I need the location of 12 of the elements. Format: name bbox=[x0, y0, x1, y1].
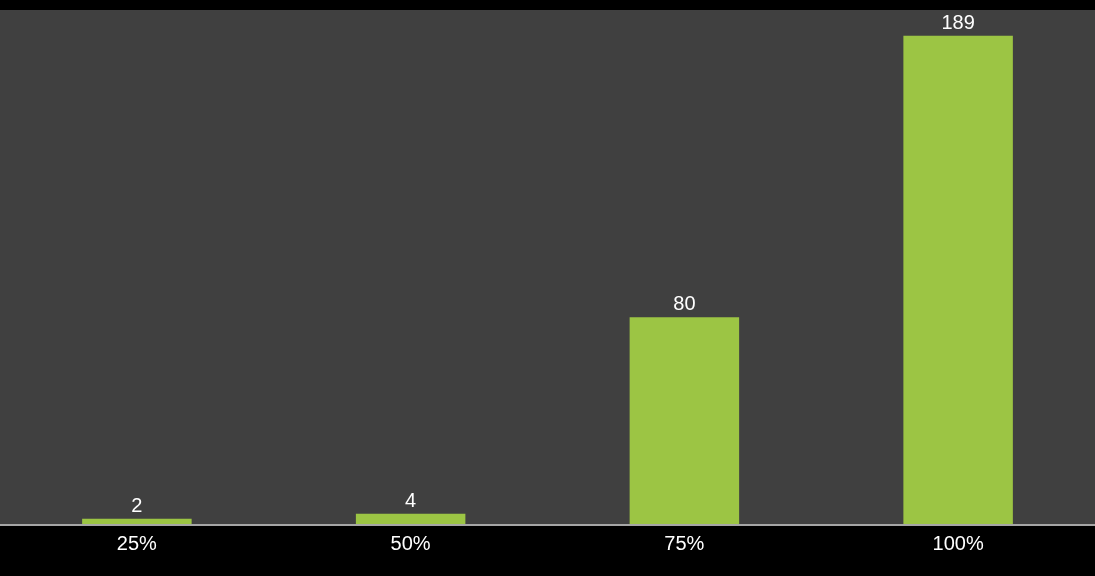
x-tick-label: 25% bbox=[116, 532, 158, 554]
data-label: 80 bbox=[673, 292, 696, 315]
bar bbox=[903, 35, 1013, 524]
data-label: 2 bbox=[131, 493, 143, 516]
x-tick-label: 50% bbox=[390, 532, 431, 554]
data-label: 189 bbox=[941, 10, 975, 33]
bar bbox=[355, 513, 466, 524]
bar bbox=[629, 317, 740, 524]
bar bbox=[82, 518, 192, 524]
data-label: 4 bbox=[405, 488, 417, 511]
x-tick-label: 75% bbox=[664, 532, 705, 554]
x-tick-label: 100% bbox=[932, 532, 984, 554]
